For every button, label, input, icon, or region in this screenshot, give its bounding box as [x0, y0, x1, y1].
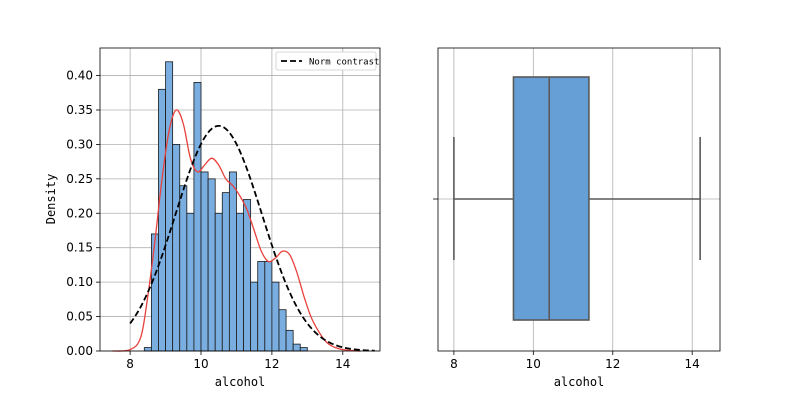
histogram-bar: [228, 171, 237, 352]
histogram-y-tick-label: 0.10: [66, 275, 93, 289]
normal-curve: [129, 124, 375, 352]
histogram-bar: [299, 347, 308, 352]
legend-label: Norm contrast: [309, 58, 379, 68]
histogram-bar: [214, 212, 223, 352]
histogram-x-ticks: 8 10 12 14: [126, 351, 350, 371]
histogram-bar: [179, 185, 188, 352]
histogram-bar: [250, 281, 259, 352]
histogram-bar: [285, 329, 294, 352]
boxplot-x-label: alcohol: [554, 375, 605, 389]
histogram-bar: [236, 212, 244, 352]
boxplot-box: [512, 76, 590, 321]
histogram-bar: [150, 233, 159, 352]
histogram-bar: [158, 88, 166, 352]
histogram-bar: [221, 192, 230, 352]
boxplot-x-tick-label: 8: [450, 357, 458, 371]
histogram-y-label: Density: [44, 174, 58, 225]
histogram-y-tick-label: 0.25: [66, 172, 93, 186]
boxplot-x-tick-label: 10: [526, 357, 541, 371]
histogram-bar: [165, 61, 174, 352]
histogram-y-tick-label: 0.05: [66, 310, 93, 324]
histogram-bar: [193, 82, 202, 352]
boxplot-x-tick-label: 14: [685, 357, 700, 371]
histogram-bar: [200, 171, 209, 352]
histogram-bar: [207, 178, 216, 352]
histogram-bar: [292, 343, 301, 352]
histogram-panel: 8 10 12 14 0.00 0.05 0.10 0.15 0.20 0.25 0.30 0.35…: [44, 47, 381, 389]
histogram-x-tick-label: 12: [264, 357, 279, 371]
kde-curve: [112, 109, 361, 352]
boxplot-axes-frame: [437, 47, 721, 352]
histogram-y-tick-label: 0.00: [66, 344, 93, 358]
histogram-x-tick-label: 8: [126, 357, 134, 371]
histogram-bar: [264, 261, 273, 352]
histogram-bar: [278, 309, 287, 352]
boxplot-x-ticks: 8 10 12 14: [450, 351, 700, 371]
histogram-y-tick-label: 0.35: [66, 103, 93, 117]
histogram-bar: [143, 347, 152, 352]
histogram-bars: [143, 61, 308, 352]
legend: Norm contrast: [275, 51, 379, 71]
histogram-bar: [243, 199, 252, 352]
histogram-bar: [172, 144, 181, 352]
boxplot-panel: 8 10 12 14 alcohol: [433, 47, 721, 389]
histogram-x-label: alcohol: [215, 375, 266, 389]
histogram-x-tick-label: 14: [335, 357, 350, 371]
legend-box: [275, 51, 377, 71]
histogram-y-tick-label: 0.30: [66, 137, 93, 151]
histogram-axes-frame: [99, 47, 381, 352]
histogram-bar: [186, 212, 195, 352]
histogram-y-tick-label: 0.20: [66, 206, 93, 220]
histogram-bar: [257, 261, 266, 352]
histogram-y-tick-label: 0.15: [66, 241, 93, 255]
boxplot-x-tick-label: 12: [605, 357, 620, 371]
histogram-y-tick-label: 0.40: [66, 69, 93, 83]
histogram-bar: [271, 281, 280, 352]
histogram-y-ticks: 0.00 0.05 0.10 0.15 0.20 0.25 0.30 0.35 0.40: [66, 69, 100, 358]
histogram-x-tick-label: 10: [193, 357, 208, 371]
